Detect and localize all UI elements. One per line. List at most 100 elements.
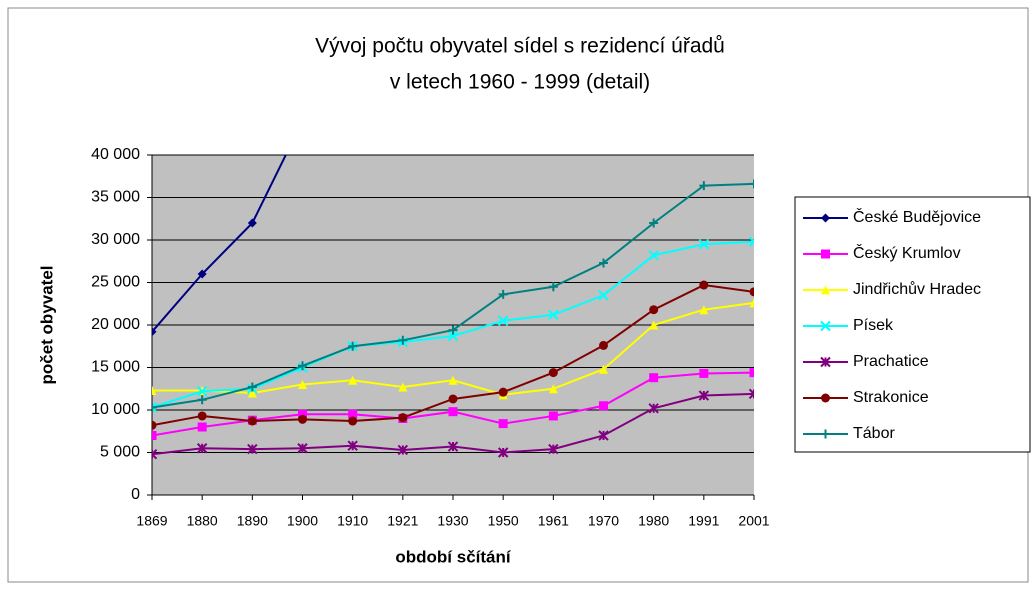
y-tick-label: 0 [131, 486, 140, 503]
marker [599, 340, 608, 350]
x-tick-label: 1900 [287, 513, 318, 529]
x-tick-label: 1930 [437, 513, 468, 529]
legend-label: Český Krumlov [853, 243, 961, 262]
marker [348, 409, 358, 419]
y-tick-label: 30 000 [91, 231, 140, 248]
marker [699, 181, 709, 191]
marker [398, 382, 408, 392]
marker [347, 440, 358, 451]
marker [649, 373, 659, 383]
marker [448, 375, 458, 385]
x-tick-label: 1970 [588, 513, 619, 529]
marker [397, 444, 409, 456]
marker [699, 305, 709, 315]
marker [197, 269, 207, 279]
marker [599, 364, 608, 374]
y-tick-label: 5 000 [100, 444, 140, 461]
marker [447, 330, 459, 342]
marker [821, 213, 830, 223]
marker [698, 239, 710, 250]
marker [247, 416, 257, 426]
marker [196, 386, 208, 397]
marker [648, 250, 659, 261]
x-axis-title: období sčítání [395, 547, 512, 566]
y-tick-label: 40 000 [91, 146, 140, 163]
marker [348, 375, 358, 385]
x-tick-label: 1991 [688, 513, 719, 529]
marker [152, 420, 157, 430]
y-axis-title: počet obyvatel [37, 265, 56, 384]
marker [247, 218, 257, 228]
marker [599, 401, 608, 411]
series-line [152, 155, 287, 333]
marker [298, 361, 307, 371]
marker [298, 380, 307, 389]
marker [247, 388, 257, 398]
marker [749, 179, 754, 189]
marker [298, 409, 307, 419]
marker [448, 394, 458, 404]
marker [298, 414, 307, 424]
marker [348, 341, 358, 351]
legend-label: Písek [853, 317, 894, 334]
marker [297, 443, 308, 454]
x-tick-label: 1910 [337, 513, 368, 529]
x-tick-label: 1950 [488, 513, 519, 529]
marker [821, 429, 830, 439]
marker [247, 382, 257, 392]
marker [398, 335, 408, 345]
marker [348, 416, 358, 426]
marker [498, 289, 508, 299]
marker [247, 443, 258, 455]
marker [548, 309, 559, 321]
marker [497, 447, 509, 458]
marker [152, 402, 157, 412]
marker [548, 384, 558, 394]
marker [197, 395, 207, 405]
marker [398, 413, 408, 423]
marker [599, 258, 608, 268]
marker [447, 441, 459, 452]
marker [749, 298, 754, 308]
x-tick-label: 1890 [237, 513, 268, 529]
marker [598, 290, 609, 301]
marker [748, 236, 754, 247]
chart-title: Vývoj počtu obyvatel sídel s rezidencí ú… [315, 35, 725, 58]
marker [548, 282, 558, 292]
x-tick-label: 2001 [738, 513, 769, 529]
y-tick-label: 35 000 [91, 189, 140, 206]
marker [448, 325, 458, 335]
marker [548, 411, 558, 421]
marker [498, 387, 508, 397]
y-tick-label: 20 000 [91, 316, 140, 333]
marker [196, 443, 208, 454]
marker [152, 431, 157, 440]
marker [152, 327, 157, 337]
x-tick-label: 1880 [187, 513, 218, 529]
marker [448, 407, 458, 417]
marker [152, 385, 157, 395]
marker [699, 368, 709, 378]
marker [749, 368, 754, 378]
x-tick-label: 1961 [538, 513, 569, 529]
y-tick-label: 10 000 [91, 401, 140, 418]
marker [649, 305, 659, 315]
legend-label: České Budějovice [853, 207, 981, 226]
marker [820, 356, 831, 368]
marker [548, 443, 559, 455]
marker [699, 280, 709, 290]
marker [498, 419, 508, 429]
marker [548, 368, 558, 378]
marker [152, 448, 158, 460]
legend-label: Prachatice [853, 353, 929, 370]
x-tick-label: 1869 [136, 513, 167, 529]
marker [698, 390, 710, 401]
marker [821, 249, 830, 259]
marker [497, 315, 509, 326]
y-tick-label: 15 000 [91, 359, 140, 376]
legend-label: Tábor [853, 425, 895, 442]
marker [649, 320, 659, 330]
x-tick-label: 1980 [638, 513, 669, 529]
marker [197, 422, 207, 432]
